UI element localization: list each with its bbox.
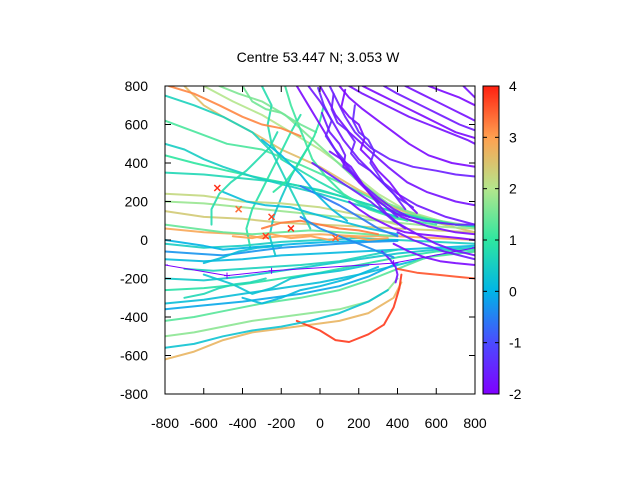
- trajectory-59: [351, 104, 414, 209]
- chart-title: Centre 53.447 N; 3.053 W: [237, 49, 400, 65]
- y-tick-label: -800: [120, 386, 148, 402]
- trajectory-57: [340, 88, 418, 214]
- y-tick-label: 0: [140, 232, 148, 248]
- trajectory-20: [165, 289, 389, 349]
- x-tick-label: 400: [386, 415, 410, 431]
- colorbar-tick-label: 0: [509, 283, 517, 299]
- colorbar: -2 -1 0 1 2 3 4: [482, 78, 522, 402]
- x-tick-label: 600: [425, 415, 449, 431]
- trajectory-45: [307, 86, 475, 226]
- axis-ticks: -800 -600 -400 -200 0 200 400 600 800 -800 -600 -40…: [120, 78, 487, 431]
- colorbar-tick-label: -1: [509, 335, 522, 351]
- point-marker-6: [262, 232, 270, 240]
- x-tick-label: 0: [316, 415, 324, 431]
- trajectory-layer: [165, 86, 475, 361]
- y-tick-label: -400: [120, 309, 148, 325]
- trajectory-32: [202, 264, 370, 295]
- trajectory-70: [260, 138, 349, 222]
- point-marker-3: [268, 213, 276, 221]
- trajectory-47: [328, 86, 475, 178]
- trajectory-39: [241, 86, 318, 134]
- trajectory-37: [165, 94, 312, 230]
- trajectory-27: [165, 142, 399, 218]
- trajectory-62: [348, 200, 475, 241]
- colorbar-ticks: -2 -1 0 1 2 3 4: [483, 78, 522, 402]
- x-tick-label: 800: [463, 415, 487, 431]
- trajectory-61: [311, 162, 407, 230]
- trajectory-58: [320, 111, 411, 218]
- trajectory-48: [338, 86, 475, 168]
- x-tick-label: -200: [267, 415, 295, 431]
- trajectory-53: [427, 86, 475, 107]
- x-tick-label: -800: [151, 415, 179, 431]
- mean-track-point-1: [165, 262, 168, 269]
- trajectory-10: [165, 237, 475, 249]
- trajectory-19: [396, 267, 475, 280]
- y-tick-label: -200: [120, 271, 148, 287]
- x-tick-label: -400: [228, 415, 256, 431]
- trajectory-51: [382, 86, 475, 132]
- trajectory-34: [165, 223, 399, 238]
- trajectory-66: [392, 212, 475, 226]
- trajectory-68: [299, 215, 395, 259]
- y-tick-label: 800: [125, 78, 149, 94]
- trajectory-33: [241, 265, 380, 305]
- trajectory-28: [165, 192, 399, 226]
- x-tick-label: -600: [190, 415, 218, 431]
- colorbar-tick-label: 2: [509, 181, 517, 197]
- trajectory-44: [295, 86, 475, 236]
- trajectory-49: [348, 86, 475, 145]
- trajectory-40: [210, 131, 279, 226]
- colorbar-tick-label: 3: [509, 129, 517, 145]
- point-marker-2: [235, 205, 243, 213]
- trajectory-52: [404, 86, 475, 122]
- x-tick-label: 200: [347, 415, 371, 431]
- mean-track-point-2: [224, 272, 230, 279]
- y-tick-label: 600: [125, 117, 149, 133]
- trajectory-18: [295, 273, 403, 343]
- trajectory-54: [462, 86, 475, 99]
- trajectory-36: [231, 233, 389, 241]
- trajectory-17: [165, 281, 403, 361]
- trajectory-63: [392, 219, 475, 257]
- trajectory-42: [202, 244, 283, 265]
- mean-track-point-3: [268, 267, 275, 274]
- trajectory-31: [165, 240, 399, 257]
- trajectory-35: [260, 219, 380, 236]
- point-marker-5: [331, 234, 340, 242]
- trajectory-64: [396, 231, 475, 261]
- trajectory-11: [165, 244, 475, 263]
- trajectory-43: [183, 277, 267, 299]
- trajectory-50: [361, 86, 475, 139]
- trajectory-22: [183, 248, 399, 272]
- trajectory-15: [165, 250, 475, 322]
- y-tick-label: -600: [120, 348, 148, 364]
- y-tick-label: 200: [125, 194, 149, 210]
- trajectory-65: [392, 242, 475, 266]
- trajectory-55: [317, 86, 399, 218]
- trajectory-4: [218, 86, 475, 228]
- mean-track-point-5: [472, 244, 475, 251]
- plot-area: -800 -600 -400 -200 0 200 400 600 800 -800 -600 -40…: [120, 78, 487, 431]
- colorbar-tick-label: 4: [509, 78, 517, 94]
- colorbar-tick-label: -2: [509, 386, 522, 402]
- colorbar-tick-label: 1: [509, 232, 517, 248]
- trajectory-67: [381, 250, 399, 284]
- trajectory-60: [328, 150, 399, 224]
- trajectory-38: [167, 86, 302, 138]
- trajectory-41: [272, 104, 325, 193]
- point-marker-4: [287, 224, 295, 232]
- point-marker-1: [213, 184, 221, 192]
- y-tick-label: 400: [125, 155, 149, 171]
- mean-track-point-4: [390, 260, 397, 267]
